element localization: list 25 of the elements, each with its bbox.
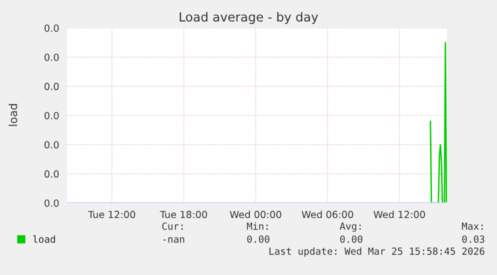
text: Min:	[246, 222, 268, 230]
text: Max:	[462, 222, 483, 230]
x-tick-label: Tue 18:00	[160, 210, 208, 218]
x-tick-label: Wed 06:00	[302, 210, 354, 218]
x-tick-label: Wed 12:00	[374, 210, 425, 218]
text: Avg:	[340, 222, 361, 232]
text: Cur:	[162, 222, 183, 230]
x-tick-label: Wed 00:00	[230, 210, 282, 218]
text: 0.00	[340, 235, 362, 243]
text: Last update: Wed Mar 25 15:58:45 2026	[269, 247, 484, 257]
y-axis-title: load	[8, 104, 18, 126]
y-tick-label: 0.0	[44, 82, 59, 90]
text: 0.00	[247, 235, 270, 243]
text: 0.03	[462, 235, 484, 243]
y-tick-label: 0.0	[44, 54, 59, 61]
text: -nan	[163, 237, 184, 243]
line-series	[430, 42, 447, 203]
y-tick-label: 0.0	[44, 199, 59, 207]
chart-title: Load average - by day	[180, 12, 318, 24]
y-tick-label: 0.0	[44, 112, 59, 120]
y-tick-label: 0.0	[44, 24, 59, 32]
x-tick-label: Tue 12:00	[88, 210, 136, 218]
legend-label: load	[33, 235, 55, 243]
y-tick-label: 0.0	[44, 170, 59, 178]
y-tick-label: 0.0	[44, 141, 59, 148]
